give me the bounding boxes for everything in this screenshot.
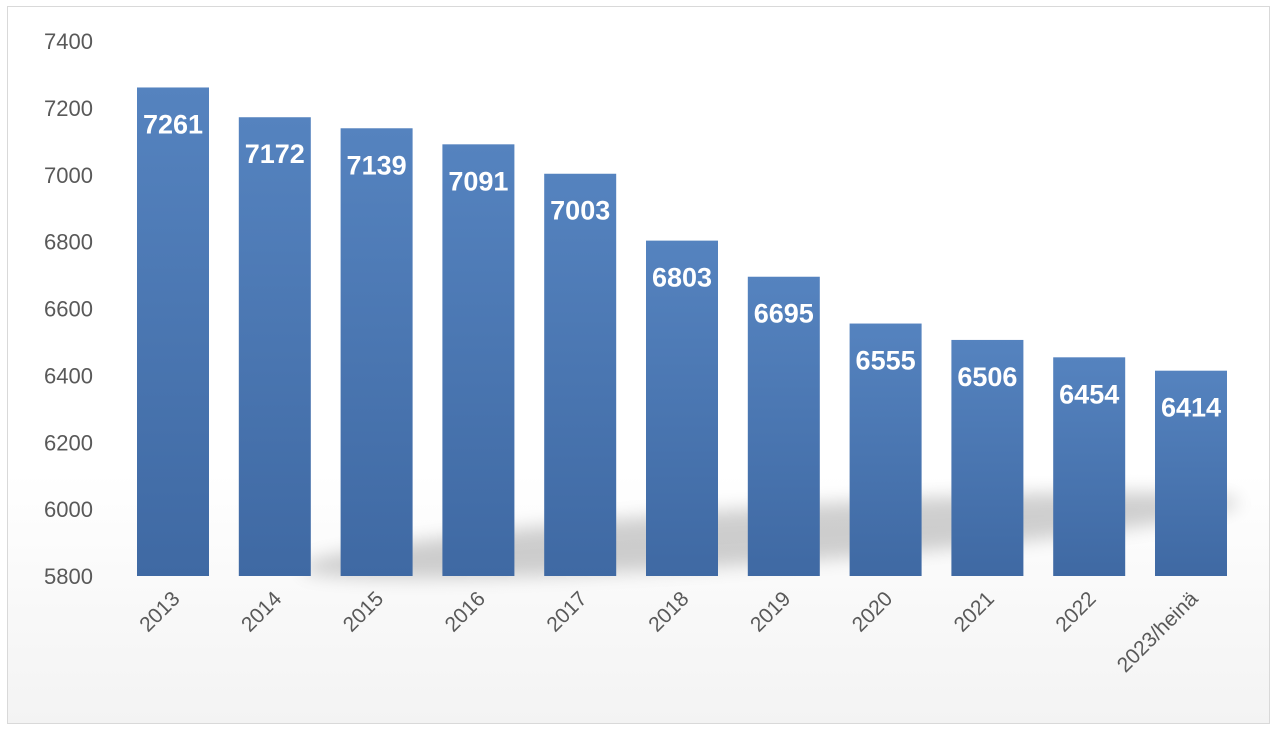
- bar-value-label: 7139: [347, 150, 407, 180]
- bar: [1053, 357, 1126, 576]
- x-tick-label: 2020: [848, 587, 897, 636]
- x-tick-label: 2019: [746, 587, 795, 636]
- y-tick-label: 6600: [44, 297, 93, 322]
- bar: [646, 240, 718, 576]
- x-tick-label: 2016: [441, 587, 490, 636]
- x-tick-label: 2021: [950, 587, 999, 636]
- x-tick-label: 2013: [135, 587, 184, 636]
- y-tick-label: 7200: [44, 96, 93, 121]
- x-tick-label: 2022: [1051, 587, 1100, 636]
- x-tick-label: 2014: [237, 587, 287, 637]
- bar-value-label: 7003: [550, 196, 610, 226]
- bar-value-label: 6414: [1161, 393, 1221, 423]
- bar: [442, 144, 515, 576]
- bar: [238, 117, 311, 577]
- bar: [849, 323, 922, 576]
- bar-value-label: 6555: [856, 346, 916, 376]
- bar-value-label: 6695: [754, 299, 814, 329]
- bar: [544, 173, 617, 576]
- x-tick-label: 2015: [339, 587, 388, 636]
- y-tick-label: 6400: [44, 363, 93, 388]
- bar-value-label: 7172: [245, 139, 305, 169]
- bar-value-label: 6454: [1059, 379, 1119, 409]
- y-tick-label: 7400: [44, 29, 93, 54]
- bar: [747, 276, 820, 576]
- bar: [340, 128, 413, 576]
- bar: [1155, 370, 1227, 576]
- y-axis: 5800 6000 6200 6400 6600 6800 7000 7200 7400: [44, 29, 93, 589]
- bar: [137, 87, 209, 577]
- y-tick-label: 7000: [44, 163, 93, 188]
- bar: [951, 339, 1024, 576]
- bar-value-label: 6803: [652, 263, 712, 293]
- y-tick-label: 6200: [44, 430, 93, 455]
- bars: 7261 7172 7139 7091 7003 6803 6695 6555 6506 6454…: [137, 87, 1227, 577]
- y-tick-label: 5800: [44, 564, 93, 589]
- x-tick-label: 2018: [644, 587, 693, 636]
- x-axis: 2013 2014 2015 2016 2017 2018 2019 2020 2021 2022…: [135, 587, 1203, 677]
- bar-value-label: 7261: [143, 109, 203, 139]
- bar-value-label: 7091: [448, 166, 508, 196]
- bar-value-label: 6506: [957, 362, 1017, 392]
- y-tick-label: 6000: [44, 497, 93, 522]
- y-tick-label: 6800: [44, 230, 93, 255]
- x-tick-label: 2017: [542, 587, 591, 636]
- x-tick-label: 2023/heinä: [1113, 587, 1203, 677]
